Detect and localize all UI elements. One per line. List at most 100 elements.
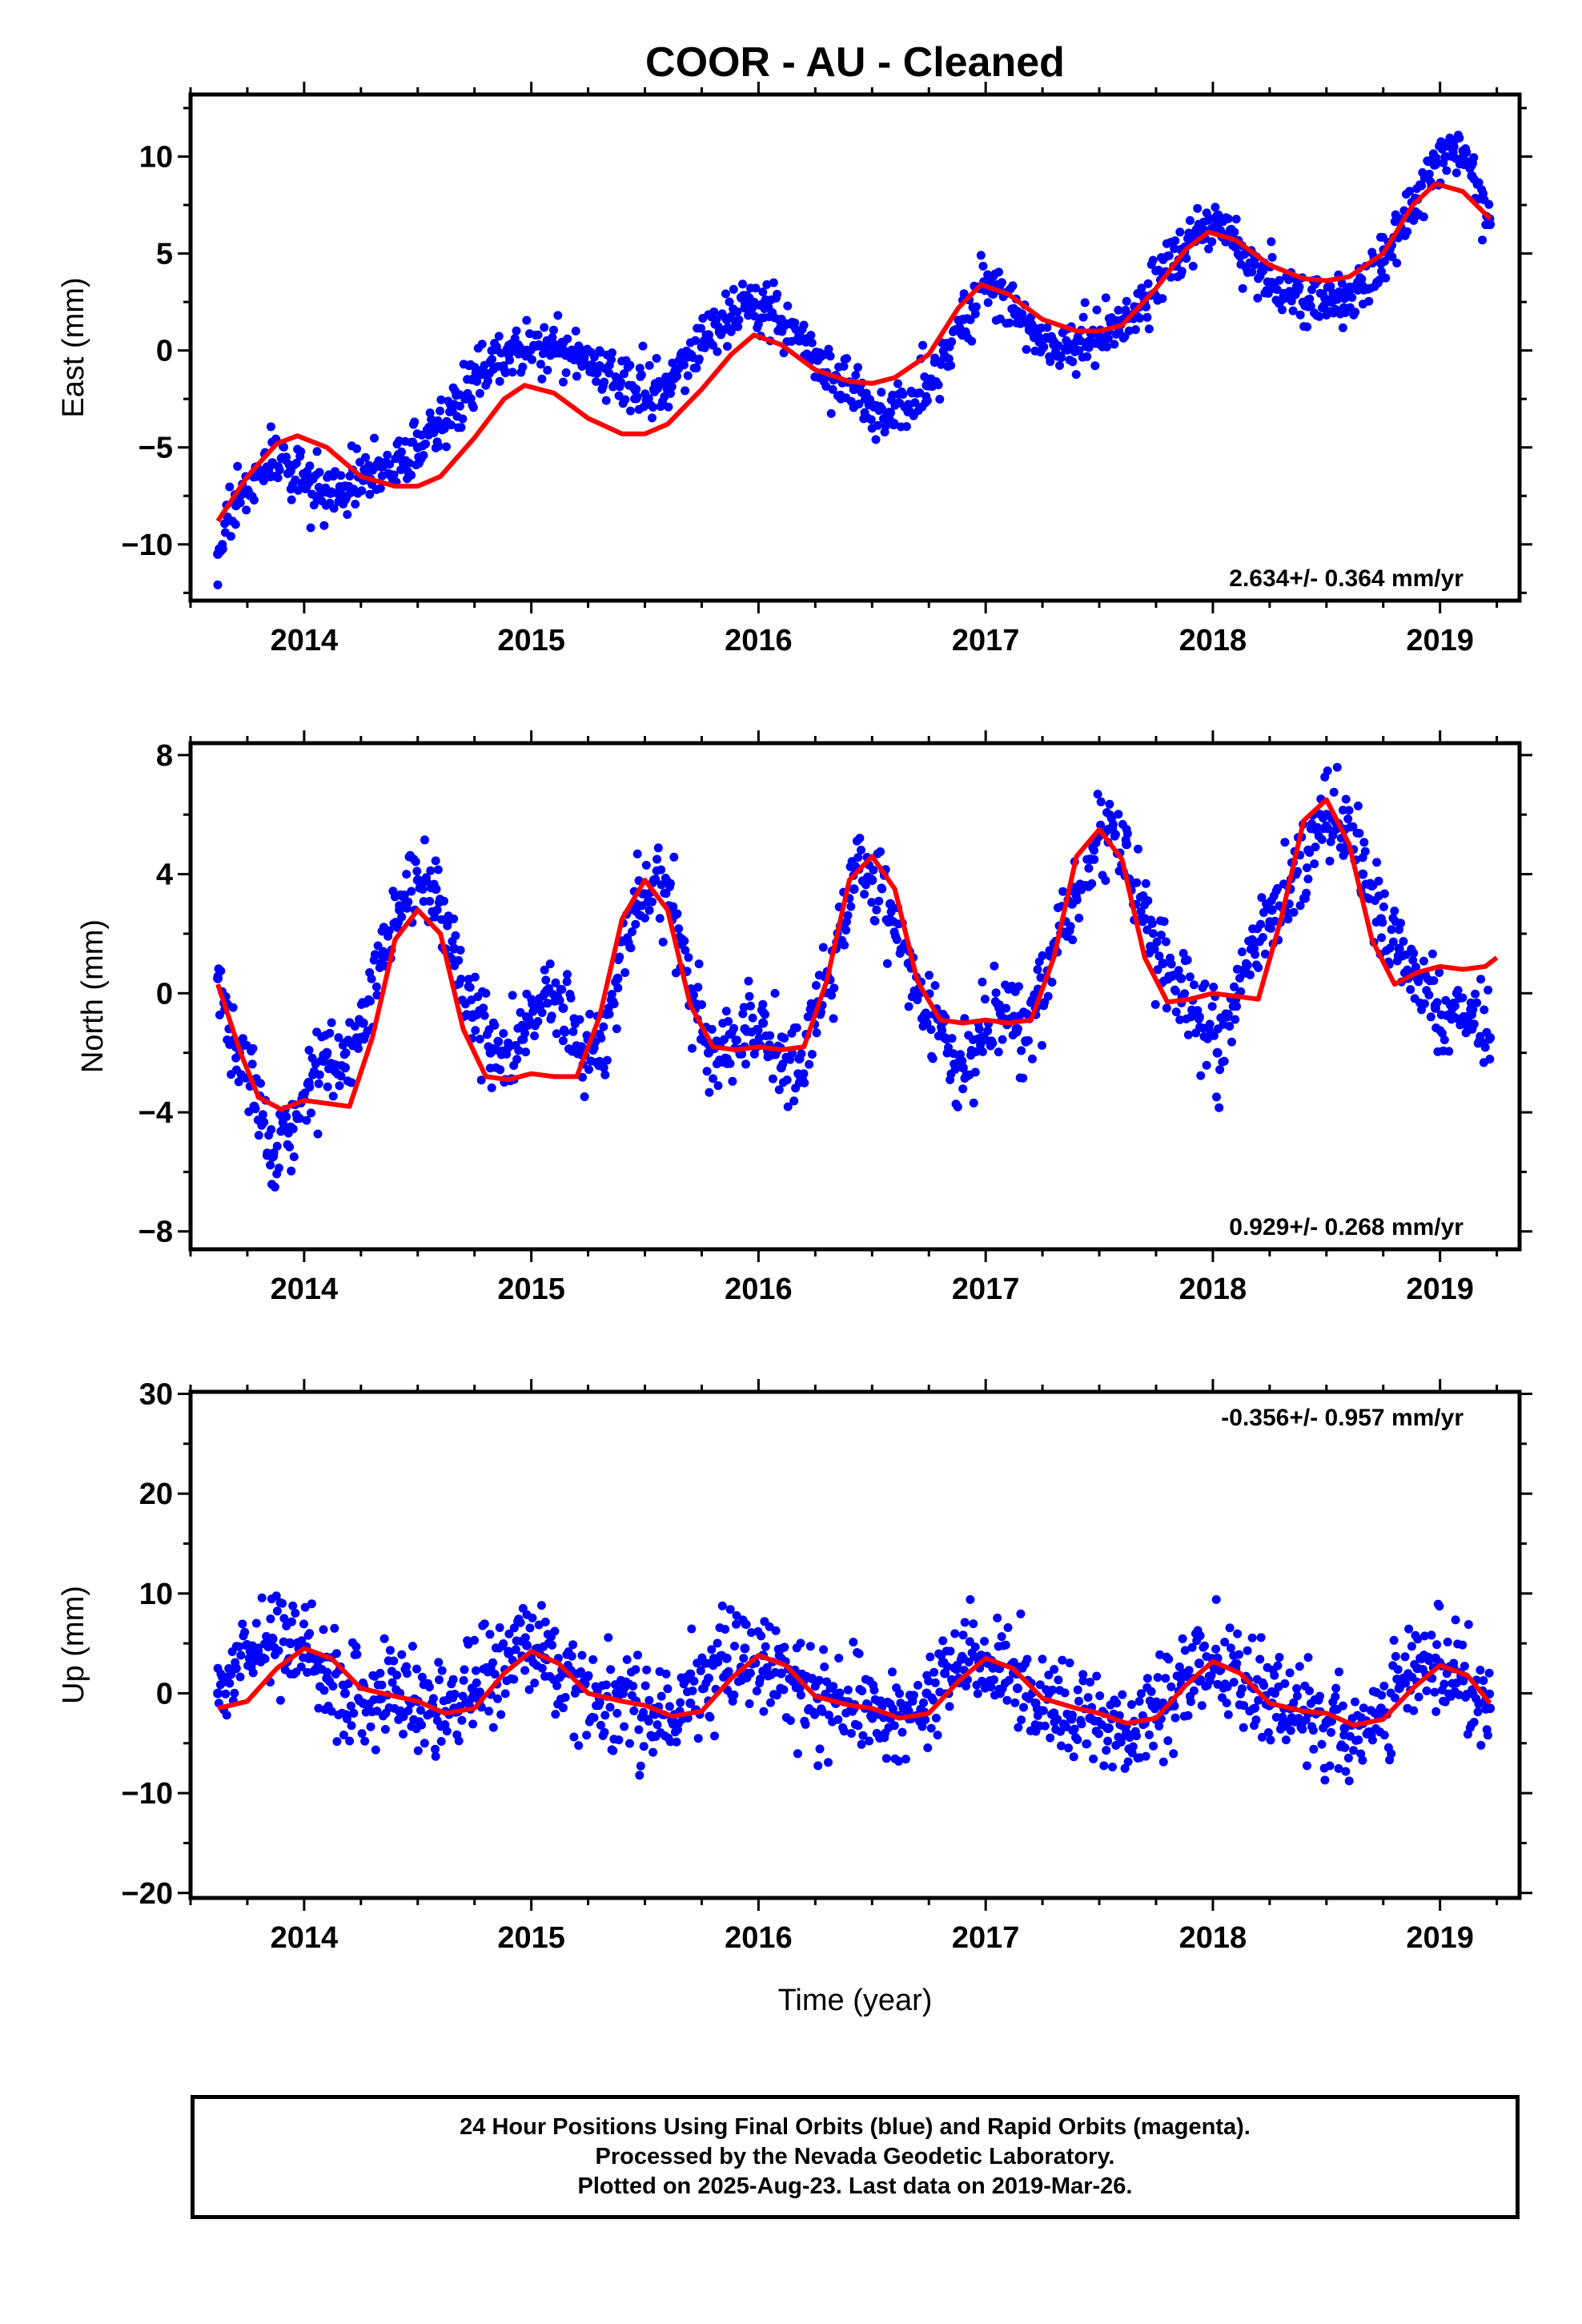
up-scatter-dot: [238, 1619, 247, 1629]
north-scatter-dot: [827, 991, 837, 1000]
up-scatter-dot: [490, 1670, 500, 1679]
east-scatter-dot: [751, 283, 761, 293]
up-scatter-dot: [371, 1745, 380, 1755]
north-scatter-dot: [599, 1022, 608, 1031]
up-scatter-dot: [661, 1669, 671, 1679]
north-scatter-dot: [958, 1056, 967, 1066]
north-scatter-dot: [568, 1027, 578, 1036]
north-scatter-dot: [1444, 1047, 1454, 1056]
east-x-tick-label: 2015: [497, 624, 565, 657]
up-scatter-dot: [865, 1736, 874, 1746]
up-scatter-dot: [1128, 1742, 1138, 1751]
north-scatter-dot: [449, 914, 459, 923]
up-scatter-dot: [297, 1636, 307, 1646]
east-scatter-dot: [1078, 312, 1088, 322]
east-scatter-dot: [282, 452, 291, 462]
north-scatter-dot: [684, 953, 693, 963]
east-scatter-dot: [483, 376, 492, 386]
east-scatter-dot: [305, 461, 315, 471]
north-scatter-dot: [978, 977, 987, 987]
up-scatter-dot: [627, 1691, 636, 1700]
north-fit-line: [215, 797, 1499, 1112]
north-scatter-dot: [746, 1001, 755, 1011]
east-scatter-dot: [468, 403, 478, 412]
north-scatter-dot: [367, 974, 376, 983]
east-y-tick-label: −10: [122, 529, 173, 562]
up-scatter-dot: [970, 1642, 980, 1652]
up-scatter-dot: [696, 1666, 705, 1675]
north-scatter-dot: [258, 1110, 267, 1120]
north-scatter-dot: [1323, 766, 1332, 776]
north-scatter-dot: [1251, 950, 1260, 959]
east-x-tick-label: 2016: [725, 624, 793, 657]
up-scatter-dot: [355, 1696, 364, 1706]
north-scatter-dot: [1018, 1073, 1028, 1083]
east-scatter-dot: [1057, 353, 1066, 363]
up-scatter-dot: [752, 1687, 761, 1696]
up-scatter-dot: [488, 1723, 498, 1732]
north-scatter-dot: [1260, 949, 1270, 959]
north-scatter-dot: [1484, 985, 1493, 995]
north-scatter-dot: [1143, 896, 1153, 906]
north-scatter-dot: [1437, 1028, 1447, 1038]
north-scatter-dot: [866, 875, 876, 883]
north-scatter-dot: [738, 1009, 748, 1019]
up-scatter-dot: [622, 1655, 632, 1664]
north-scatter-dot: [462, 1010, 472, 1019]
up-scatter-dot: [1390, 1693, 1399, 1703]
up-scatter-dot: [540, 1617, 550, 1626]
north-scatter-dot: [1033, 965, 1042, 975]
east-scatter-dot: [563, 334, 572, 344]
up-scatter-dot: [1083, 1693, 1093, 1703]
up-scatter-dot: [853, 1721, 863, 1731]
up-scatter-dot: [516, 1618, 525, 1627]
up-scatter-dot: [1341, 1767, 1351, 1776]
up-scatter-dot: [614, 1735, 624, 1745]
up-scatter-dot: [686, 1669, 696, 1679]
east-x-tick-label: 2017: [952, 624, 1020, 657]
east-scatter-dot: [1469, 153, 1479, 163]
up-scatter-dot: [824, 1711, 833, 1720]
up-scatter-dot: [1270, 1671, 1279, 1680]
north-scatter-dot: [1038, 1040, 1046, 1050]
north-scatter-dot: [426, 866, 436, 875]
up-scatter-dot: [1325, 1761, 1335, 1771]
north-scatter-dot: [384, 926, 394, 935]
north-scatter-dot: [1215, 1065, 1225, 1075]
up-scatter-dot: [1118, 1690, 1127, 1699]
up-scatter-dot: [1344, 1776, 1354, 1786]
up-scatter-dot: [319, 1625, 328, 1634]
up-scatter-dot: [310, 1655, 319, 1664]
north-scatter-dot: [748, 1013, 757, 1023]
up-scatter-dot: [375, 1668, 385, 1678]
north-scatter-dot: [454, 955, 464, 965]
up-scatter-dot: [305, 1629, 315, 1638]
east-scatter-dot: [442, 442, 451, 452]
up-scatter-dot: [1379, 1731, 1389, 1740]
east-scatter-dot: [1110, 340, 1119, 349]
north-scatter-dot: [555, 995, 564, 1005]
north-scatter-dot: [923, 1010, 933, 1019]
up-scatter-dot: [1078, 1676, 1088, 1686]
north-scatter-dot: [1150, 944, 1159, 954]
north-y-tick-label: −4: [139, 1096, 173, 1130]
up-scatter-dot: [1099, 1761, 1109, 1771]
east-scatter-dot: [1478, 235, 1487, 245]
east-scatter-dot: [1484, 199, 1494, 209]
north-scatter-dot: [1162, 1003, 1171, 1013]
east-scatter-dot: [828, 384, 837, 394]
east-scatter-dot: [758, 287, 768, 297]
north-scatter-dot: [1289, 907, 1299, 917]
north-scatter-dot: [609, 999, 619, 1008]
up-y-tick-label: −10: [122, 1777, 173, 1811]
up-scatter-dot: [857, 1687, 867, 1695]
north-scatter-dot: [471, 1026, 480, 1035]
up-scatter-dot: [420, 1739, 429, 1748]
north-scatter-dot: [656, 865, 666, 875]
up-scatter-dot: [480, 1619, 489, 1629]
east-scatter-dot: [1144, 324, 1154, 334]
up-scatter-dot: [1451, 1615, 1460, 1625]
north-scatter-dot: [502, 1049, 512, 1059]
east-scatter-dot: [434, 441, 444, 451]
north-scatter-dot: [709, 1074, 718, 1084]
